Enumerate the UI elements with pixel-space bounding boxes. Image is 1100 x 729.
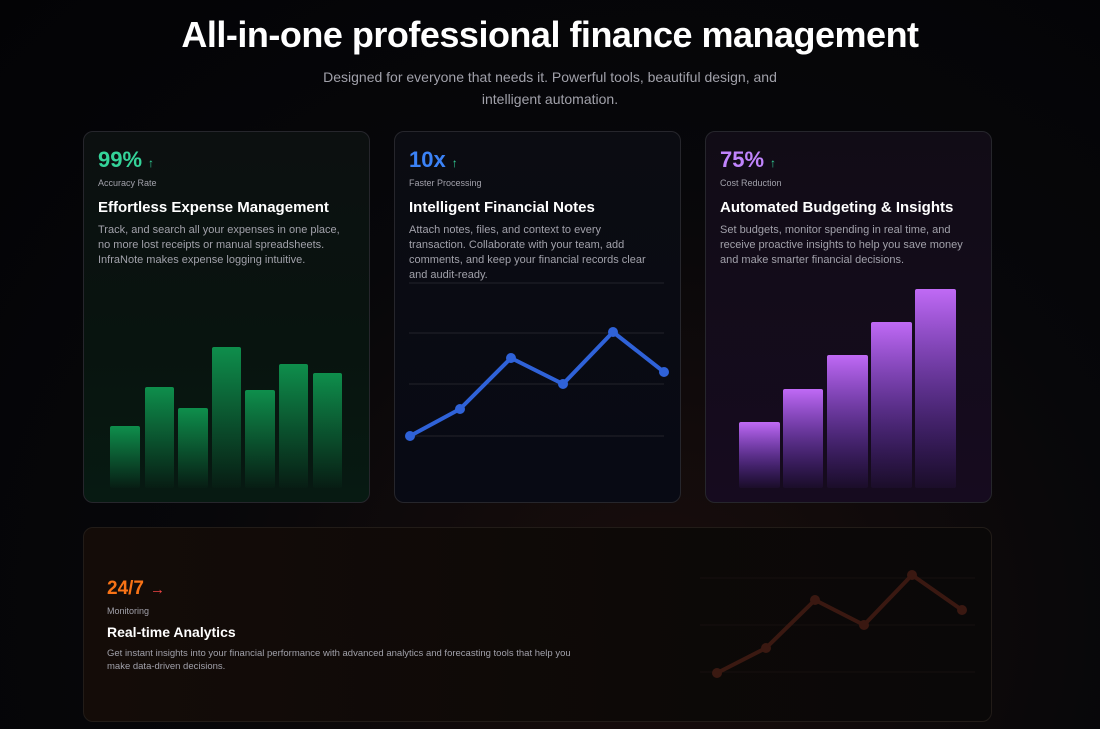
card-heading: Real-time Analytics xyxy=(107,624,236,640)
title: All-in-one professional finance manageme… xyxy=(181,14,919,55)
card-description: Set budgets, monitor spending in real ti… xyxy=(720,224,963,266)
card-heading: Intelligent Financial Notes xyxy=(409,199,595,216)
subtitle: Designed for everyone that needs it. Pow… xyxy=(323,69,777,107)
stat-label: Faster Processing xyxy=(409,178,482,188)
trend-arrow: ↑ xyxy=(451,156,458,170)
stat-value: 10x ↑ xyxy=(409,147,458,172)
stat-label: Accuracy Rate xyxy=(98,178,157,188)
stat-value: 99% ↑ xyxy=(98,147,155,172)
trend-arrow: ↑ xyxy=(770,156,777,170)
stat-value: 24/7 → xyxy=(107,578,165,599)
card-heading: Effortless Expense Management xyxy=(98,199,329,216)
stat-value: 75% ↑ xyxy=(720,147,777,172)
trend-arrow: ↑ xyxy=(148,156,155,170)
card-heading: Automated Budgeting & Insights xyxy=(720,199,954,216)
card-description: Attach notes, files, and context to ever… xyxy=(409,224,646,281)
stat-label: Cost Reduction xyxy=(720,178,782,188)
card-description: Track, and search all your expenses in o… xyxy=(98,224,340,266)
card-description: Get instant insights into your financial… xyxy=(107,648,571,672)
card xyxy=(394,131,681,503)
trend-arrow: → xyxy=(149,581,165,598)
stat-label: Monitoring xyxy=(107,606,150,616)
